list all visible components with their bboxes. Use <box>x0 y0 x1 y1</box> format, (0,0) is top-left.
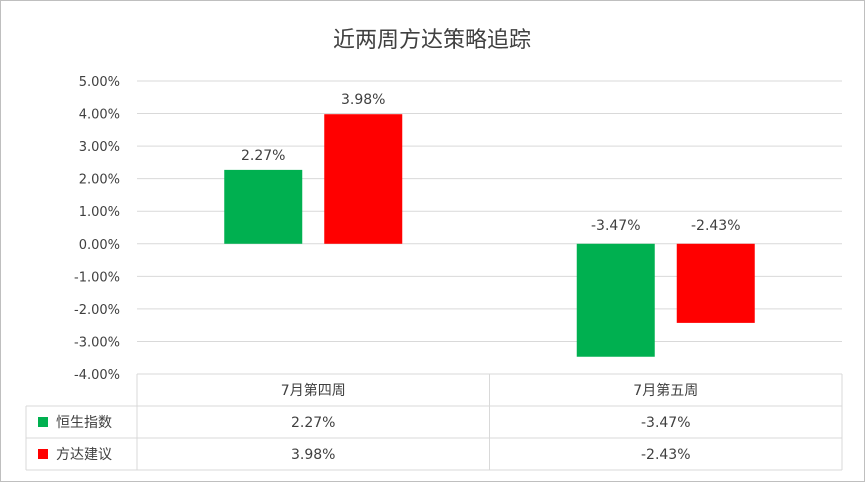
bar <box>224 169 303 244</box>
legend-swatch <box>38 449 48 459</box>
y-tick-label: 3.00% <box>79 140 120 155</box>
data-label: -2.43% <box>691 218 741 234</box>
y-tick-label: -4.00% <box>74 368 120 383</box>
y-tick-label: 1.00% <box>79 205 120 220</box>
y-axis-ticks: 5.00% 4.00% 3.00% 2.00% 1.00% 0.00% -1.00% -2.0… <box>74 75 120 383</box>
data-label: 3.98% <box>341 92 385 108</box>
table-cell: 3.98% <box>291 447 335 463</box>
category-label: 7月第四周 <box>281 382 346 399</box>
y-tick-label: 2.00% <box>79 173 120 188</box>
bars <box>224 114 755 357</box>
legend-label: 恒生指数 <box>56 415 112 431</box>
data-labels: 2.27% 3.98% -3.47% -2.43% <box>241 92 741 234</box>
chart-title: 近两周方达策略追踪 <box>333 28 531 53</box>
y-tick-label: -2.00% <box>74 303 120 318</box>
table-cell: 2.27% <box>291 415 335 431</box>
y-tick-label: -1.00% <box>74 270 120 285</box>
bar <box>576 243 655 357</box>
data-label: -3.47% <box>591 218 641 234</box>
y-tick-label: -3.00% <box>74 335 120 350</box>
legend-swatch <box>38 417 48 427</box>
y-tick-label: 0.00% <box>79 238 120 253</box>
y-tick-label: 5.00% <box>79 75 120 90</box>
table-cell: -3.47% <box>641 415 691 431</box>
y-tick-label: 4.00% <box>79 108 120 123</box>
legend-label: 方达建议 <box>56 447 112 463</box>
bar <box>676 243 755 323</box>
table-cell: -2.43% <box>641 447 691 463</box>
bar <box>324 114 403 244</box>
data-label: 2.27% <box>241 148 285 164</box>
category-label: 7月第五周 <box>633 382 698 399</box>
